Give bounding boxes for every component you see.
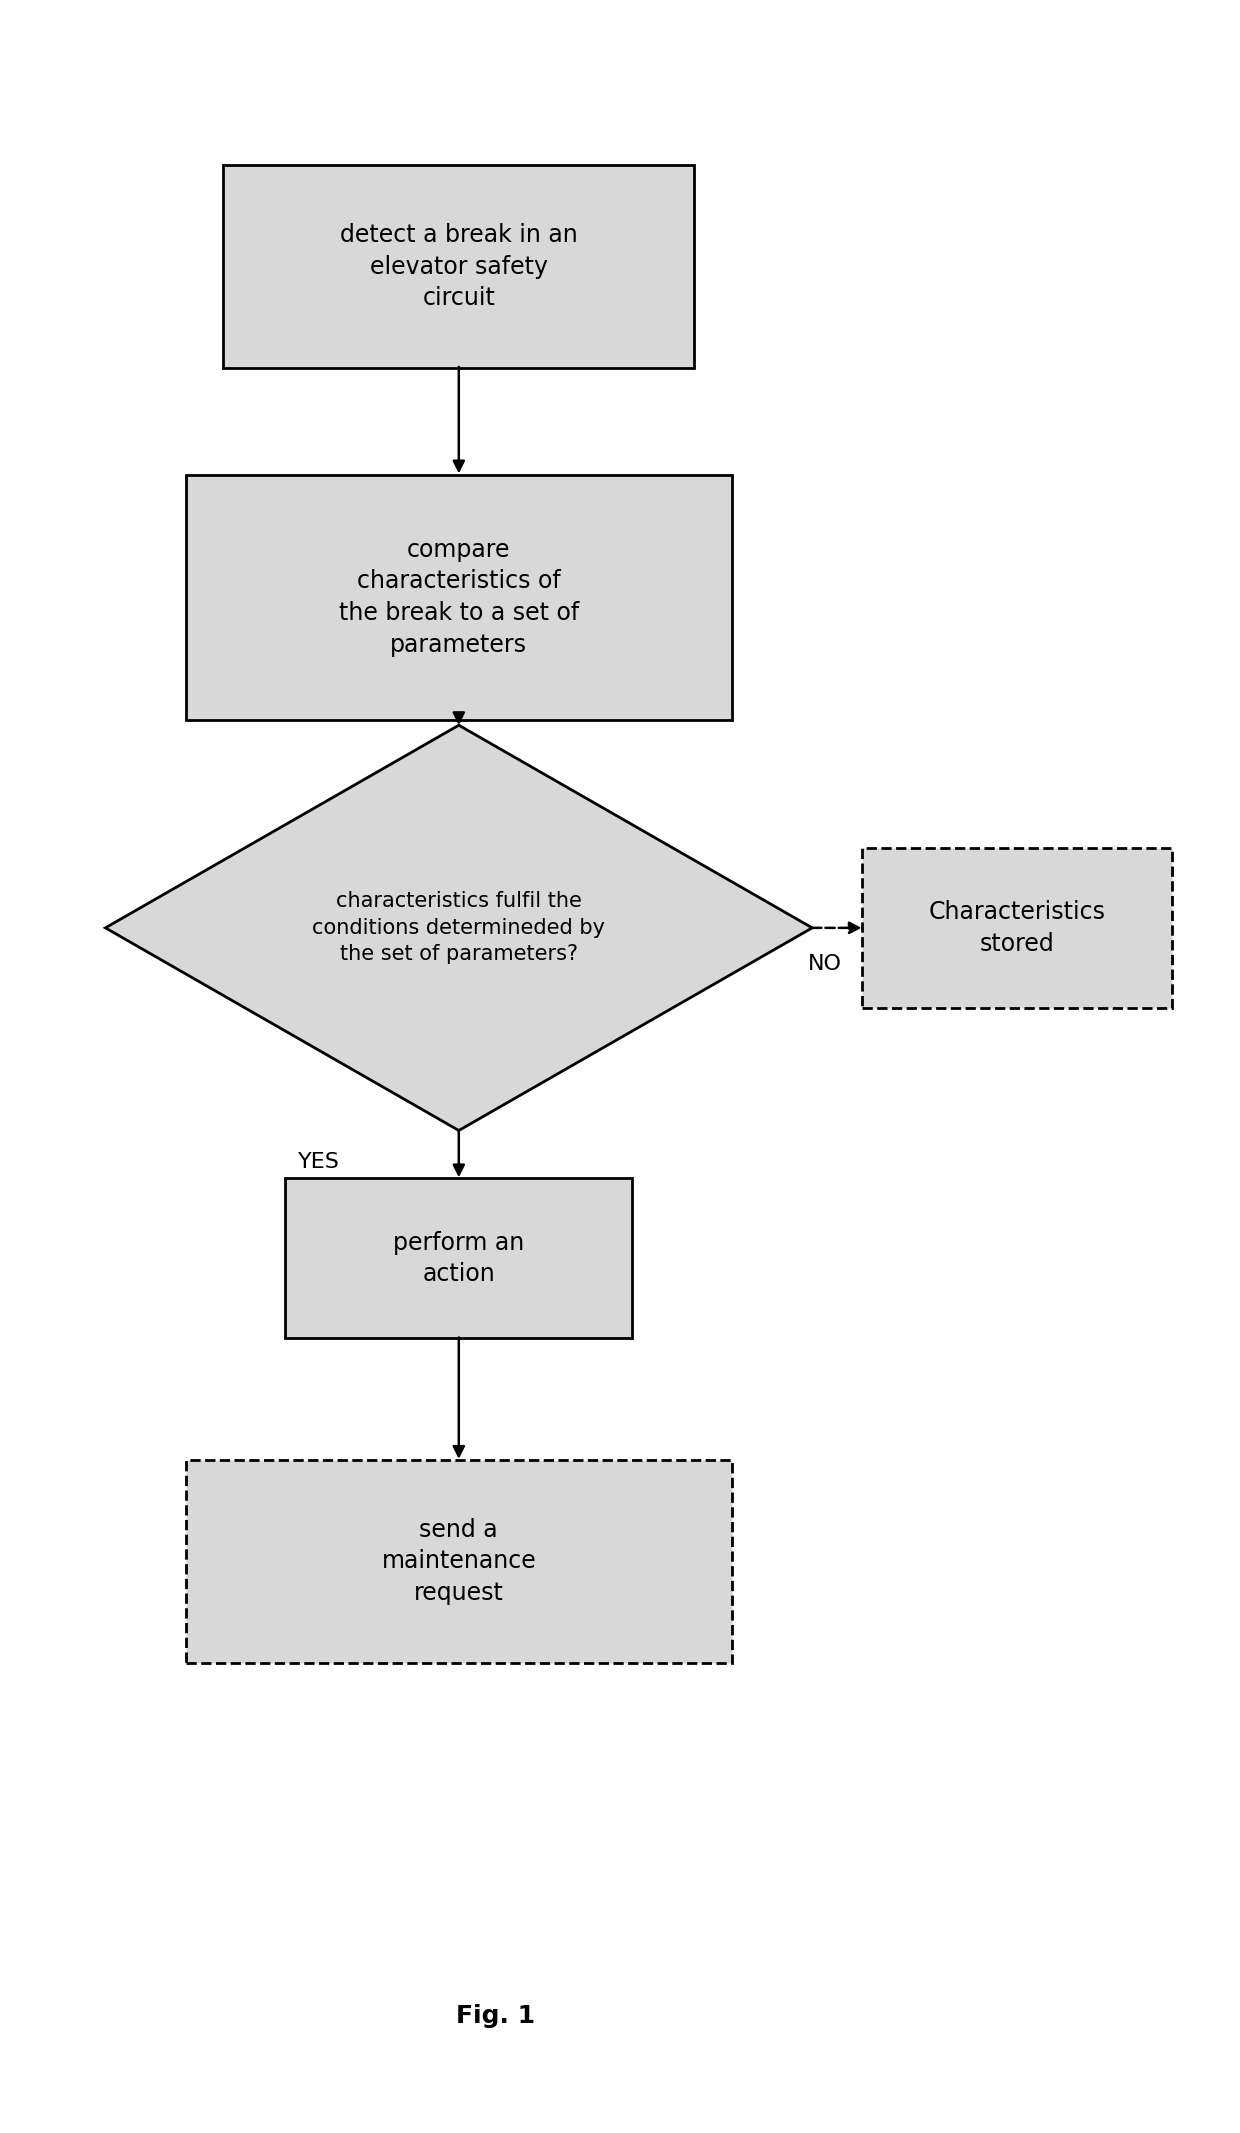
Text: detect a break in an
elevator safety
circuit: detect a break in an elevator safety cir… bbox=[340, 224, 578, 309]
Text: Characteristics
stored: Characteristics stored bbox=[929, 900, 1105, 956]
Text: characteristics fulfil the
conditions determineded by
the set of parameters?: characteristics fulfil the conditions de… bbox=[312, 892, 605, 964]
FancyBboxPatch shape bbox=[285, 1177, 632, 1340]
Text: Fig. 1: Fig. 1 bbox=[456, 2003, 536, 2028]
Text: perform an
action: perform an action bbox=[393, 1231, 525, 1286]
Text: compare
characteristics of
the break to a set of
parameters: compare characteristics of the break to … bbox=[339, 538, 579, 657]
Text: YES: YES bbox=[298, 1152, 340, 1173]
FancyBboxPatch shape bbox=[862, 847, 1172, 1007]
Text: NO: NO bbox=[807, 953, 842, 975]
Text: send a
maintenance
request: send a maintenance request bbox=[382, 1519, 536, 1604]
FancyBboxPatch shape bbox=[223, 166, 694, 367]
Polygon shape bbox=[105, 725, 812, 1130]
FancyBboxPatch shape bbox=[186, 1459, 732, 1664]
FancyBboxPatch shape bbox=[186, 474, 732, 721]
